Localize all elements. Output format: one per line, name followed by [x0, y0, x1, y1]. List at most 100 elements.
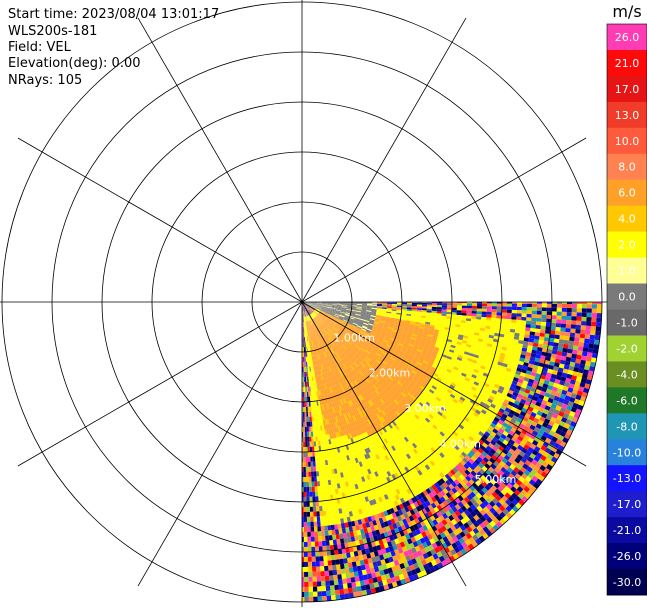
- velocity-gate: [417, 306, 422, 308]
- velocity-gate: [521, 320, 526, 324]
- velocity-gate: [417, 305, 422, 307]
- velocity-gate: [437, 311, 442, 313]
- velocity-gate: [537, 304, 542, 308]
- velocity-gate: [517, 313, 522, 317]
- velocity-gate: [545, 330, 550, 334]
- velocity-gate: [402, 307, 407, 309]
- velocity-gate: [521, 317, 526, 321]
- velocity-gate: [578, 346, 584, 351]
- velocity-gate: [551, 323, 556, 327]
- velocity-gate: [531, 321, 536, 325]
- velocity-gate: [566, 320, 571, 324]
- velocity-gate: [442, 305, 447, 307]
- velocity-gate: [530, 331, 536, 335]
- velocity-gate: [522, 310, 527, 314]
- velocity-gate: [412, 306, 417, 308]
- velocity-gate: [567, 308, 572, 312]
- velocity-gate: [517, 310, 522, 314]
- velocity-gate: [572, 312, 577, 316]
- velocity-gate: [467, 303, 472, 306]
- velocity-gate: [466, 313, 471, 316]
- velocity-gate: [486, 320, 491, 323]
- velocity-gate: [432, 309, 437, 311]
- velocity-gate: [596, 318, 601, 323]
- velocity-gate: [491, 318, 496, 321]
- velocity-gate: [575, 333, 581, 338]
- velocity-gate: [552, 311, 557, 315]
- velocity-gate: [527, 311, 532, 315]
- velocity-gate: [372, 304, 377, 305]
- velocity-gate: [565, 332, 571, 337]
- velocity-gate: [500, 325, 505, 329]
- velocity-gate: [467, 311, 472, 314]
- velocity-gate: [437, 305, 442, 307]
- velocity-gate: [581, 325, 586, 330]
- velocity-gate: [497, 306, 502, 309]
- velocity-gate: [372, 303, 377, 304]
- velocity-gate: [447, 308, 452, 310]
- velocity-gate: [412, 305, 417, 307]
- velocity-gate: [342, 302, 347, 303]
- velocity-gate: [582, 313, 587, 318]
- velocity-gate: [377, 303, 382, 304]
- velocity-gate: [526, 321, 531, 325]
- velocity-gate: [492, 309, 497, 312]
- velocity-gate: [597, 313, 602, 318]
- velocity-gate: [596, 327, 601, 332]
- velocity-gate: [542, 307, 547, 311]
- velocity-gate: [536, 322, 541, 326]
- velocity-gate: [553, 342, 559, 347]
- velocity-gate: [461, 315, 466, 318]
- velocity-gate: [437, 309, 442, 311]
- velocity-gate: [516, 323, 521, 327]
- velocity-gate: [506, 322, 511, 326]
- velocity-gate: [597, 309, 602, 314]
- velocity-gate: [491, 321, 496, 324]
- velocity-gate: [347, 302, 352, 303]
- velocity-gate: [560, 331, 565, 336]
- velocity-gate: [597, 304, 602, 309]
- velocity-gate: [487, 306, 492, 309]
- velocity-gate: [592, 313, 597, 318]
- velocity-gate: [586, 317, 591, 322]
- velocity-gate: [582, 308, 587, 313]
- velocity-gate: [461, 313, 466, 316]
- velocity-gate: [412, 308, 417, 310]
- velocity-gate: [588, 348, 594, 353]
- velocity-gate: [462, 311, 467, 314]
- velocity-gate: [520, 330, 525, 334]
- velocity-gate: [556, 323, 561, 327]
- velocity-gate: [531, 325, 536, 329]
- velocity-gate: [392, 305, 397, 307]
- velocity-gate: [392, 304, 397, 306]
- velocity-gate: [572, 304, 577, 308]
- velocity-gate: [571, 320, 576, 325]
- velocity-gate: [532, 307, 537, 311]
- velocity-gate: [482, 306, 487, 309]
- velocity-gate: [497, 312, 502, 315]
- velocity-gate: [362, 303, 367, 304]
- velocity-gate: [541, 326, 546, 330]
- velocity-gate: [487, 309, 492, 312]
- velocity-gate: [447, 305, 452, 307]
- velocity-gate: [576, 321, 581, 326]
- velocity-gate: [561, 324, 566, 328]
- velocity-gate: [387, 304, 392, 306]
- velocity-gate: [402, 303, 407, 305]
- velocity-gate: [486, 323, 491, 326]
- velocity-gate: [471, 314, 476, 317]
- velocity-gate: [427, 303, 432, 305]
- velocity-gate: [496, 318, 501, 321]
- velocity-gate: [397, 304, 402, 306]
- velocity-gate: [576, 317, 581, 322]
- velocity-gate: [507, 307, 512, 310]
- velocity-gate: [577, 308, 582, 312]
- velocity-gate: [566, 324, 571, 329]
- velocity-gate: [487, 312, 492, 315]
- velocity-gate: [562, 308, 567, 312]
- velocity-gate: [557, 308, 562, 312]
- velocity-gate: [501, 319, 506, 323]
- velocity-gate: [447, 312, 452, 315]
- velocity-gate: [569, 337, 575, 342]
